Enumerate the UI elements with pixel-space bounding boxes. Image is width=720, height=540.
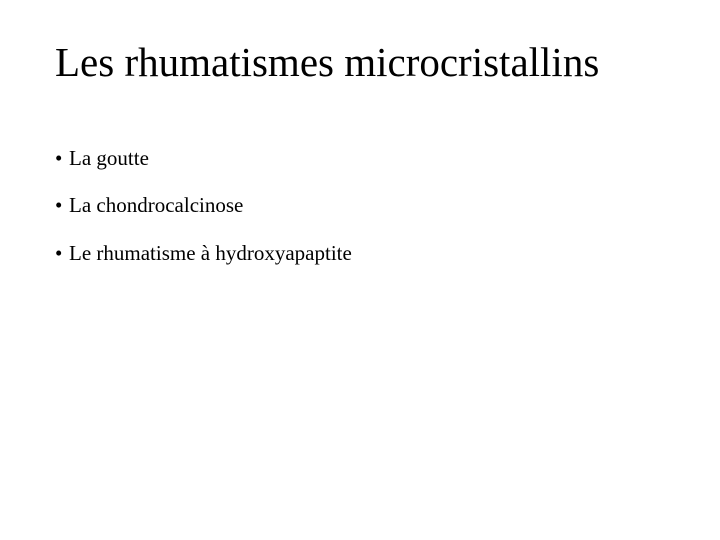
slide-container: Les rhumatismes microcristallins La gout…: [0, 0, 720, 540]
list-item: La chondrocalcinose: [55, 192, 665, 219]
slide-title: Les rhumatismes microcristallins: [55, 38, 665, 87]
list-item: Le rhumatisme à hydroxyapaptite: [55, 240, 665, 267]
list-item: La goutte: [55, 145, 665, 172]
bullet-list: La goutte La chondrocalcinose Le rhumati…: [55, 145, 665, 267]
